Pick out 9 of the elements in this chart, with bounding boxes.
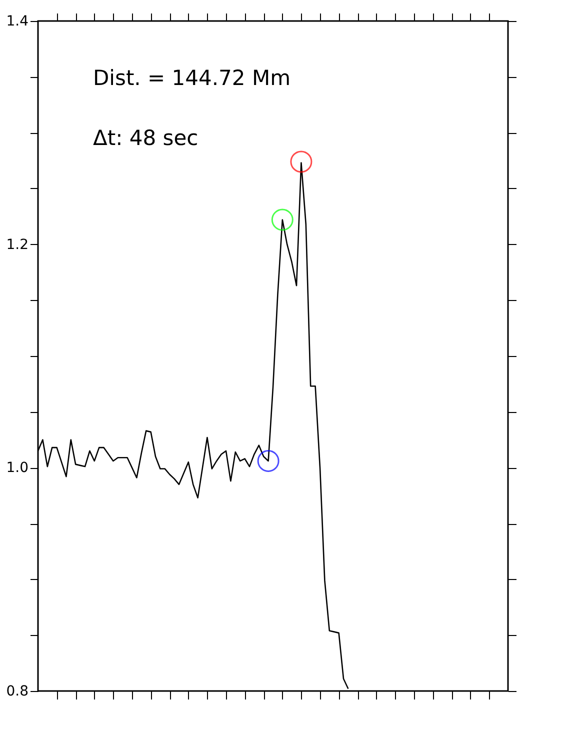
point bbox=[257, 450, 280, 472]
point bbox=[271, 208, 294, 231]
y-tick-label: 1.4 bbox=[6, 14, 29, 30]
annotation: Δt: 48 sec bbox=[93, 126, 198, 150]
y-tick-label: 1.2 bbox=[6, 236, 28, 253]
point bbox=[290, 150, 312, 173]
annotation: Dist. = 144.72 Mm bbox=[93, 66, 291, 90]
y-tick-label: 1.0 bbox=[6, 460, 28, 476]
y-tick-label: 0.8 bbox=[6, 684, 28, 700]
